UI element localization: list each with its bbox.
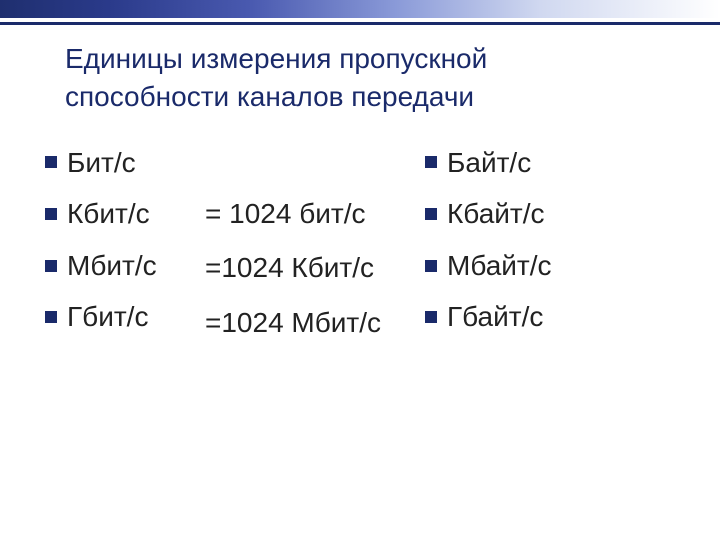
slide-content: Единицы измерения пропускной способности…	[0, 0, 720, 360]
list-item: Бит/с	[45, 146, 205, 180]
unit-label: Кбайт/с	[447, 197, 545, 231]
gradient-bar	[0, 0, 720, 18]
bullet-icon	[45, 311, 57, 323]
bullet-icon	[425, 311, 437, 323]
bullet-icon	[45, 156, 57, 168]
units-lists: Бит/с Кбит/с Мбит/с Гбит/с = 1024 бит/с …	[45, 146, 675, 361]
unit-label: Бит/с	[67, 146, 136, 180]
equalities-column: = 1024 бит/с =1024 Кбит/с =1024 Мбит/с	[205, 146, 425, 361]
unit-label: Байт/с	[447, 146, 531, 180]
bullet-icon	[425, 260, 437, 272]
equality-text: = 1024 бит/с	[205, 197, 425, 231]
equality-text: =1024 Мбит/с	[205, 306, 425, 340]
bullet-icon	[45, 260, 57, 272]
bullet-icon	[425, 208, 437, 220]
unit-label: Гбайт/с	[447, 300, 543, 334]
slide-top-border	[0, 0, 720, 25]
title-line-2: способности каналов передачи	[65, 81, 474, 112]
unit-label: Кбит/с	[67, 197, 150, 231]
list-item: Кбит/с	[45, 197, 205, 231]
list-item: Кбайт/с	[425, 197, 605, 231]
list-item: Гбайт/с	[425, 300, 605, 334]
bullet-icon	[45, 208, 57, 220]
unit-label: Гбит/с	[67, 300, 148, 334]
list-item: Мбайт/с	[425, 249, 605, 283]
list-item: Мбит/с	[45, 249, 205, 283]
thin-line	[0, 22, 720, 25]
bit-units-column: Бит/с Кбит/с Мбит/с Гбит/с	[45, 146, 205, 361]
slide-title: Единицы измерения пропускной способности…	[45, 40, 675, 116]
title-line-1: Единицы измерения пропускной	[65, 43, 487, 74]
bullet-icon	[425, 156, 437, 168]
byte-units-column: Байт/с Кбайт/с Мбайт/с Гбайт/с	[425, 146, 605, 361]
list-item: Байт/с	[425, 146, 605, 180]
equality-text: =1024 Кбит/с	[205, 251, 425, 285]
unit-label: Мбит/с	[67, 249, 157, 283]
unit-label: Мбайт/с	[447, 249, 552, 283]
list-item: Гбит/с	[45, 300, 205, 334]
